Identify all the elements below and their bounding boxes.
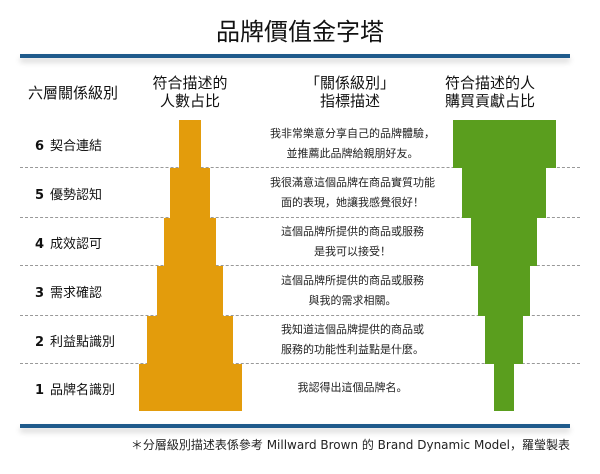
header-indicator: 「關係級別」 指標描述 <box>280 74 420 110</box>
header-line: 購買貢獻占比 <box>444 92 535 110</box>
top-rule <box>20 54 570 58</box>
row-divider <box>20 120 580 168</box>
description-line: 服務的功能性利益點是什麼。 <box>281 343 424 356</box>
description-line: 是我可以接受！ <box>314 245 391 258</box>
level-name: 契合連結 <box>50 139 103 154</box>
purchase-share-bar-5 <box>461 168 547 218</box>
description-line: 與我的需求相關。 <box>308 294 397 307</box>
row-divider <box>20 266 580 316</box>
header-levels: 六層關係級別 <box>28 84 119 102</box>
level-label: 5 優勢認知 <box>35 184 102 203</box>
level-description: 這個品牌所提供的商品或服務 與我的需求相關。 <box>245 271 460 311</box>
description-line: 我知道這個品牌提供的商品或 <box>281 323 424 336</box>
people-share-bar-6 <box>178 120 202 168</box>
row-divider <box>20 218 580 266</box>
people-share-bar-4 <box>163 218 217 266</box>
level-description: 我很滿意這個品牌在商品實質功能 面的表現，她讓我感覺很好！ <box>245 173 460 213</box>
level-number: 6 <box>35 139 45 154</box>
header-line: 指標描述 <box>319 92 380 110</box>
people-share-bar-5 <box>170 168 210 218</box>
description-line: 面的表現，她讓我感覺很好！ <box>281 196 424 209</box>
level-label: 6 契合連結 <box>35 135 102 154</box>
level-name: 利益點識別 <box>50 335 116 350</box>
level-number: 1 <box>35 383 45 398</box>
level-label: 2 利益點識別 <box>35 331 115 350</box>
purchase-share-bar-3 <box>478 266 530 316</box>
row-divider <box>20 316 580 364</box>
description-line: 我非常樂意分享自己的品牌體驗， <box>270 127 435 140</box>
level-label: 4 成效認可 <box>35 233 102 252</box>
purchase-share-bar-4 <box>470 218 538 266</box>
purchase-share-bar-6 <box>452 120 556 168</box>
description-line: 這個品牌所提供的商品或服務 <box>281 225 424 238</box>
header-line: 「關係級別」 <box>304 74 395 92</box>
header-line: 符合描述的人 <box>444 74 535 92</box>
level-description: 我認得出這個品牌名。 <box>245 378 460 398</box>
header-people-share: 符合描述的 人數占比 <box>140 74 240 110</box>
people-share-bar-1 <box>138 364 242 411</box>
level-number: 2 <box>35 335 45 350</box>
header-purchase-share: 符合描述的人 購買貢獻占比 <box>430 74 550 110</box>
description-line: 我很滿意這個品牌在商品實質功能 <box>270 176 435 189</box>
row-divider <box>20 168 580 218</box>
header-line: 符合描述的 <box>152 74 228 92</box>
description-line: 這個品牌所提供的商品或服務 <box>281 274 424 287</box>
page-title: 品牌價值金字塔 <box>216 18 384 46</box>
purchase-share-bar-1 <box>493 364 515 411</box>
level-description: 這個品牌所提供的商品或服務 是我可以接受！ <box>245 222 460 262</box>
level-number: 4 <box>35 237 45 252</box>
level-label: 3 需求確認 <box>35 282 102 301</box>
header-line: 人數占比 <box>159 92 220 110</box>
footnote: ＊分層級別描述表係參考 Millward Brown 的 Brand Dynam… <box>130 438 570 452</box>
level-number: 5 <box>35 188 45 203</box>
level-number: 3 <box>35 286 45 301</box>
people-share-bar-3 <box>156 266 224 316</box>
description-line: 並推薦此品牌給親朋好友。 <box>286 147 419 160</box>
level-name: 成效認可 <box>50 237 103 252</box>
level-name: 優勢認知 <box>50 188 103 203</box>
people-share-bar-2 <box>147 316 233 364</box>
description-line: 我認得出這個品牌名。 <box>297 381 408 394</box>
level-name: 需求確認 <box>50 286 103 301</box>
purchase-share-bar-2 <box>484 316 524 364</box>
level-description: 我非常樂意分享自己的品牌體驗， 並推薦此品牌給親朋好友。 <box>245 124 460 164</box>
level-name: 品牌名識別 <box>50 383 116 398</box>
level-label: 1 品牌名識別 <box>35 379 115 398</box>
bottom-rule <box>20 424 570 428</box>
level-description: 我知道這個品牌提供的商品或 服務的功能性利益點是什麼。 <box>245 320 460 360</box>
